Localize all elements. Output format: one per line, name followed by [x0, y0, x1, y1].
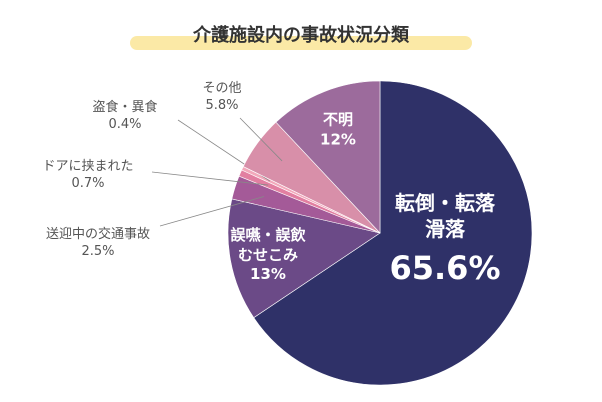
value-label: 65.6% [389, 249, 501, 288]
value-label: 0.4% [108, 117, 142, 132]
pie-slice [253, 80, 533, 386]
chart-title: 介護施設内の事故状況分類 [192, 24, 410, 46]
title-highlight [130, 36, 472, 50]
slice-label: 盗食・異食 0.4% [92, 100, 157, 134]
value-label: 13% [250, 264, 286, 283]
category-label: 誤嚥・誤飲 むせこみ [230, 225, 306, 264]
pie-slice [227, 198, 381, 319]
slice-label: 不明 12% [320, 111, 356, 150]
value-label: 12% [320, 130, 356, 148]
leader-line [151, 171, 269, 186]
category-label: ドアに挟まれた [42, 159, 134, 175]
category-label: 送迎中の交通事故 [45, 227, 151, 243]
pie-slice [275, 80, 381, 234]
value-label: 2.5% [81, 244, 115, 259]
value-label: 5.8% [205, 98, 239, 113]
category-label: 不明 [322, 110, 353, 129]
slice-label: 誤嚥・誤飲 むせこみ 13% [230, 226, 305, 285]
slice-label: ドアに挟まれた 0.7% [42, 159, 133, 193]
category-label: その他 [202, 81, 242, 97]
value-label: 0.7% [71, 176, 105, 191]
slice-label: その他 5.8% [202, 81, 241, 115]
category-label: 転倒・転落 滑落 [394, 191, 495, 242]
category-label: 盗食・異食 [92, 100, 158, 116]
slice-label: 転倒・転落 滑落 65.6% [389, 190, 500, 290]
leader-line [239, 117, 283, 162]
slice-label: 送迎中の交通事故 2.5% [46, 227, 150, 261]
leader-line [159, 196, 265, 227]
